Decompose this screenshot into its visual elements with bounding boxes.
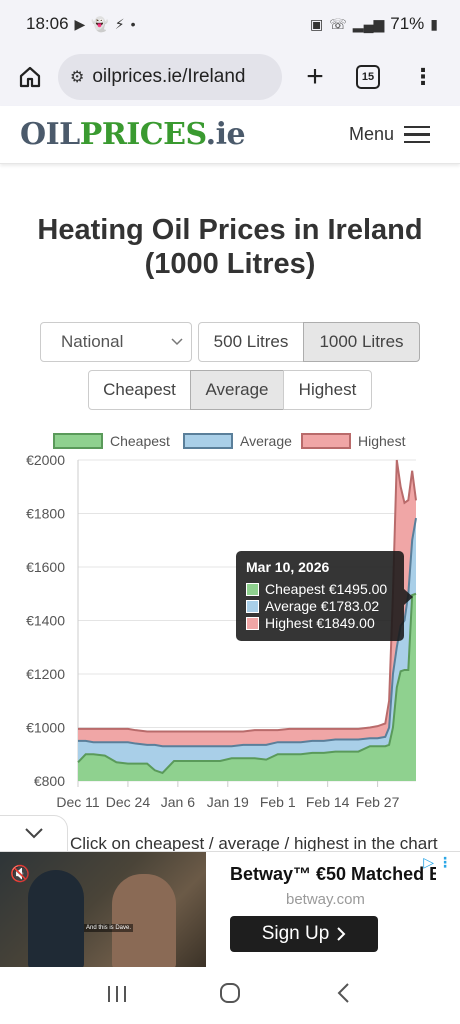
region-select[interactable]: National	[40, 322, 192, 362]
chart-tooltip: Mar 10, 2026 Cheapest €1495.00 Average €…	[236, 551, 413, 641]
recents-button[interactable]	[97, 983, 137, 1011]
x-tick-label: Jan 6	[161, 794, 195, 810]
chevron-down-icon	[171, 338, 183, 346]
hamburger-icon	[404, 125, 430, 144]
menu-button[interactable]: Menu	[349, 124, 430, 145]
battery-percent: 71%	[390, 14, 425, 33]
y-tick-label: €1000	[26, 720, 65, 736]
ad-domain: betway.com	[286, 891, 365, 908]
volume-500-button[interactable]: 500 Litres	[198, 322, 304, 362]
y-tick-label: €2000	[26, 452, 65, 468]
volume-1000-button[interactable]: 1000 Litres	[303, 322, 420, 362]
tooltip-average-value: Average €1783.02	[265, 598, 380, 614]
ad-video-person	[112, 874, 176, 967]
ad-cta-button[interactable]: Sign Up	[230, 916, 378, 952]
tooltip-cheapest-value: Cheapest €1495.00	[265, 581, 388, 597]
page-title: Heating Oil Prices in Ireland (1000 Litr…	[37, 214, 423, 280]
status-time: 18:06	[26, 14, 69, 33]
ad-collapse-button[interactable]	[0, 815, 68, 851]
home-nav-button[interactable]	[210, 982, 250, 1011]
new-tab-button[interactable]: +	[306, 60, 324, 93]
browser-menu-icon[interactable]: ⋮	[412, 64, 434, 89]
legend-swatch-cheapest	[53, 433, 103, 449]
back-icon	[337, 983, 350, 1003]
y-tick-label: €1200	[26, 666, 65, 682]
series-line-average	[78, 517, 417, 748]
cheapest-button[interactable]: Cheapest	[88, 370, 191, 410]
url-text: oilprices.ie/Ireland	[92, 66, 246, 87]
snapchat-icon: 👻	[91, 15, 109, 32]
ad-banner[interactable]: 🔇 And this is Dave. ▷ ⋮ Betway™ €50 Matc…	[0, 851, 460, 969]
series-line-cheapest	[77, 592, 417, 775]
signal-icon: ▂▄▆	[352, 15, 385, 32]
x-tick-label: Dec 24	[106, 794, 151, 810]
home-button[interactable]	[14, 61, 46, 93]
x-tick-label: Feb 27	[356, 794, 400, 810]
ad-body[interactable]: ▷ ⋮ Betway™ €50 Matched Bet betway.com S…	[206, 852, 460, 969]
chart-help-text: Click on cheapest / average / highest in…	[70, 834, 438, 852]
x-tick-label: Feb 1	[260, 794, 296, 810]
ad-video[interactable]: 🔇 And this is Dave.	[0, 852, 206, 967]
recents-icon	[107, 985, 126, 1002]
chevron-right-icon	[337, 927, 346, 941]
tooltip-title: Mar 10, 2026	[246, 559, 330, 575]
logo-part-oil: OIL	[20, 117, 80, 152]
legend-label-cheapest: Cheapest	[110, 433, 170, 449]
mute-icon[interactable]: 🔇	[10, 866, 30, 883]
average-button[interactable]: Average	[190, 370, 284, 410]
nfc-icon: ▣	[310, 15, 324, 32]
address-bar[interactable]: ⚙ oilprices.ie/Ireland	[58, 54, 282, 100]
home-icon	[19, 66, 41, 88]
system-nav-bar	[0, 969, 460, 1024]
browser-toolbar: ⚙ oilprices.ie/Ireland + 15 ⋮	[0, 48, 460, 106]
home-circle-icon	[219, 983, 240, 1003]
ad-options-icon[interactable]: ⋮	[438, 854, 452, 870]
chevron-down-icon	[24, 828, 43, 839]
x-tick-label: Feb 14	[306, 794, 350, 810]
adchoices-icon[interactable]: ▷	[423, 854, 434, 870]
back-button[interactable]	[323, 982, 363, 1011]
site-header: OILPRICES.ie Menu	[0, 106, 460, 164]
tooltip-row-cheapest: Cheapest €1495.00	[246, 581, 394, 598]
site-settings-icon[interactable]: ⚙	[70, 69, 85, 86]
x-tick-label: Jan 19	[207, 794, 249, 810]
legend-swatch-average	[183, 433, 233, 449]
status-bar: 18:06 ▶ 👻 ⚡ • ▣ ☏ ▂▄▆ 71% ▮	[0, 0, 460, 48]
tooltip-row-average: Average €1783.02	[246, 598, 394, 615]
menu-label: Menu	[348, 124, 394, 144]
y-tick-label: €1800	[26, 506, 65, 522]
battery-icon: ▮	[430, 15, 438, 32]
logo-part-prices: PRICES	[79, 117, 206, 152]
ad-title: Betway™ €50 Matched Bet	[230, 864, 436, 884]
messenger-icon: ⚡	[114, 15, 125, 32]
dot-icon: •	[130, 16, 136, 32]
ad-video-caption: And this is Dave.	[84, 924, 134, 932]
ad-video-person	[28, 870, 84, 967]
legend-label-average: Average	[240, 433, 292, 449]
tab-switcher-button[interactable]: 15	[356, 65, 380, 89]
tooltip-row-highest: Highest €1849.00	[246, 615, 394, 632]
highest-button[interactable]: Highest	[283, 370, 372, 410]
y-tick-label: €1400	[26, 613, 65, 629]
legend-label-highest: Highest	[358, 433, 406, 449]
region-select-value: National	[61, 332, 124, 351]
logo-part-ie: .ie	[205, 117, 246, 152]
site-logo[interactable]: OILPRICES.ie	[20, 117, 246, 152]
youtube-icon: ▶	[74, 15, 86, 32]
wifi-calling-icon: ☏	[329, 15, 347, 32]
y-tick-label: €1600	[26, 559, 65, 575]
legend-swatch-highest	[301, 433, 351, 449]
ad-cta-label: Sign Up	[261, 923, 330, 944]
tooltip-highest-value: Highest €1849.00	[265, 615, 375, 631]
series-area-cheapest	[78, 593, 416, 781]
y-tick-label: €800	[34, 773, 65, 789]
x-tick-label: Dec 11	[56, 794, 100, 810]
